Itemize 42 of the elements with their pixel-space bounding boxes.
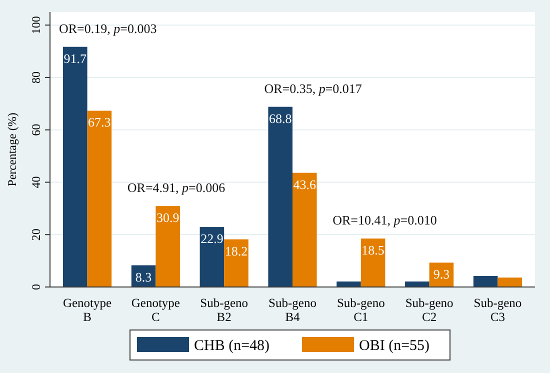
bar [360,238,386,287]
annotation: OR=0.19, p=0.003 [58,20,157,36]
data-label: 68.8 [268,110,292,126]
bar [473,276,498,287]
bar [336,282,361,287]
y-tick-label: 60 [29,124,43,136]
legend-label: OBI (n=55) [359,338,430,354]
x-tick-label: Genotype C [131,296,180,324]
data-label: 8.3 [135,269,152,284]
y-tick-label: 40 [29,176,43,188]
bar [156,206,180,287]
x-tick-label: Sub-geno B4 [268,296,316,324]
data-label: 67.3 [88,114,111,130]
data-label: 30.9 [156,210,180,226]
x-tick-label: Genotype B [62,296,112,324]
annotation: OR=0.35, p=0.017 [264,80,362,96]
bar [200,227,224,287]
annotation: OR=4.91, p=0.006 [127,180,226,196]
data-label: 9.3 [433,266,450,282]
bar [224,239,248,287]
x-tick-label: Sub-geno B2 [200,296,248,324]
data-label: 18.5 [362,242,384,258]
bar [87,110,112,287]
x-tick-label: Sub-geno C2 [405,296,454,324]
annotation: OR=10.41, p=0.010 [332,212,437,228]
x-tick-label: Sub-geno C3 [474,296,522,324]
bar [268,106,292,287]
data-label: 18.2 [224,243,248,258]
y-axis-title: Percentage (%) [5,112,19,186]
bar [405,282,430,287]
data-label: 43.6 [293,176,317,192]
y-tick-label: 0 [29,284,43,290]
bar [62,46,88,287]
y-tick-label: 80 [29,71,43,84]
legend-label: CHB (n=48) [194,338,270,354]
x-tick-label: Sub-geno C1 [336,296,385,324]
y-tick-label: 100 [29,16,43,34]
bar [292,172,317,287]
y-tick-label: 20 [29,228,43,241]
data-label: 91.7 [64,50,88,66]
data-label: 22.9 [200,231,224,246]
bar [498,278,522,287]
